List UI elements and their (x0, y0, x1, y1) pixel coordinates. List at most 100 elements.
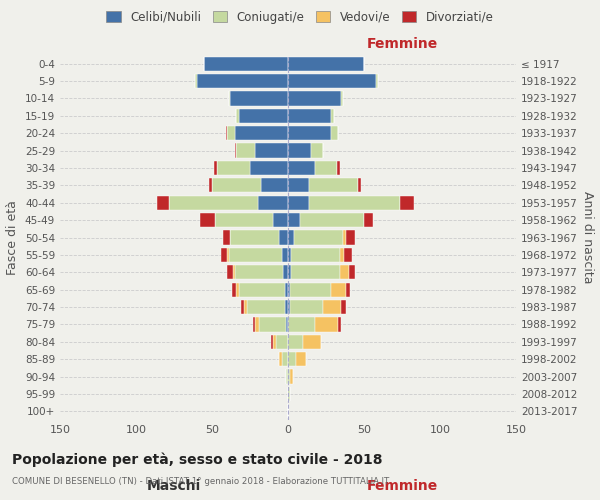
Y-axis label: Anni di nascita: Anni di nascita (581, 191, 594, 284)
Bar (273, 213, 288, 227)
Bar (230, 230, 279, 244)
Bar (236, 144, 254, 158)
Bar (283, 265, 288, 280)
Text: COMUNE DI BESENELLO (TN) - Dati ISTAT 1° gennaio 2018 - Elaborazione TUTTITALIA.: COMUNE DI BESENELLO (TN) - Dati ISTAT 1°… (12, 478, 389, 486)
Bar (157, 196, 169, 210)
Bar (331, 108, 334, 123)
Bar (195, 74, 197, 88)
Bar (343, 230, 346, 244)
Bar (239, 108, 288, 123)
Bar (254, 318, 259, 332)
Bar (288, 230, 294, 244)
Bar (288, 108, 331, 123)
Bar (223, 230, 230, 244)
Bar (250, 161, 288, 175)
Bar (290, 282, 331, 297)
Bar (288, 213, 300, 227)
Bar (244, 300, 247, 314)
Bar (331, 126, 338, 140)
Bar (288, 248, 291, 262)
Bar (236, 282, 239, 297)
Bar (311, 144, 323, 158)
Bar (337, 161, 340, 175)
Bar (340, 265, 349, 280)
Bar (235, 126, 288, 140)
Bar (341, 92, 343, 106)
Bar (229, 248, 282, 262)
Bar (233, 265, 235, 280)
Text: Popolazione per età, sesso e stato civile - 2018: Popolazione per età, sesso e stato civil… (12, 452, 383, 467)
Bar (253, 318, 254, 332)
Bar (285, 300, 288, 314)
Bar (215, 213, 273, 227)
Bar (227, 265, 233, 280)
Bar (227, 248, 229, 262)
Bar (288, 196, 309, 210)
Bar (346, 282, 350, 297)
Bar (288, 56, 364, 71)
Bar (197, 74, 288, 88)
Bar (286, 370, 288, 384)
Bar (291, 265, 340, 280)
Bar (288, 92, 341, 106)
Bar (364, 213, 373, 227)
Bar (254, 144, 288, 158)
Bar (286, 318, 288, 332)
Y-axis label: Fasce di età: Fasce di età (7, 200, 19, 275)
Bar (296, 352, 306, 366)
Bar (288, 282, 290, 297)
Bar (169, 196, 257, 210)
Legend: Celibi/Nubili, Coniugati/e, Vedovi/e, Divorziati/e: Celibi/Nubili, Coniugati/e, Vedovi/e, Di… (101, 6, 499, 28)
Bar (346, 230, 355, 244)
Text: Femmine: Femmine (367, 479, 437, 493)
Bar (241, 300, 244, 314)
Bar (285, 282, 288, 297)
Bar (309, 178, 358, 192)
Bar (288, 126, 331, 140)
Bar (217, 161, 250, 175)
Bar (288, 300, 290, 314)
Bar (205, 56, 288, 71)
Bar (282, 352, 288, 366)
Bar (290, 370, 293, 384)
Bar (288, 178, 309, 192)
Bar (291, 248, 340, 262)
Bar (200, 213, 215, 227)
Bar (376, 74, 377, 88)
Bar (259, 318, 286, 332)
Bar (344, 248, 352, 262)
Bar (288, 352, 296, 366)
Bar (309, 196, 400, 210)
Bar (288, 265, 291, 280)
Bar (257, 196, 288, 210)
Bar (212, 178, 260, 192)
Bar (227, 126, 235, 140)
Text: Femmine: Femmine (367, 38, 437, 52)
Bar (230, 92, 288, 106)
Bar (235, 144, 236, 158)
Bar (294, 230, 343, 244)
Bar (239, 282, 285, 297)
Bar (303, 334, 322, 349)
Bar (300, 213, 364, 227)
Bar (341, 300, 346, 314)
Bar (316, 318, 338, 332)
Bar (209, 178, 212, 192)
Bar (288, 387, 290, 401)
Bar (236, 108, 239, 123)
Bar (260, 178, 288, 192)
Bar (349, 265, 355, 280)
Bar (232, 282, 236, 297)
Bar (288, 334, 303, 349)
Bar (229, 92, 230, 106)
Bar (288, 318, 316, 332)
Bar (288, 74, 376, 88)
Bar (279, 352, 282, 366)
Bar (340, 248, 344, 262)
Bar (331, 282, 346, 297)
Bar (338, 318, 341, 332)
Bar (226, 126, 227, 140)
Bar (279, 230, 288, 244)
Bar (271, 334, 273, 349)
Bar (276, 334, 288, 349)
